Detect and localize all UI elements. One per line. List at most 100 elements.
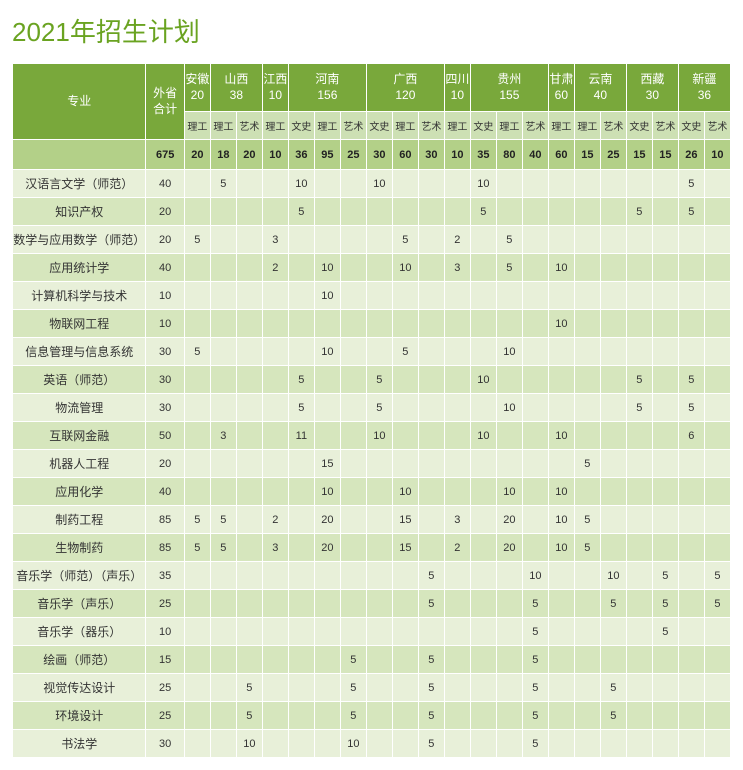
cell-row-total: 40: [146, 254, 184, 282]
cell-value: 3: [262, 534, 288, 562]
cell-value: [574, 226, 600, 254]
cell-value: [548, 282, 574, 310]
cell-value: [444, 366, 470, 394]
cell-value: [652, 394, 678, 422]
cell-value: [496, 646, 522, 674]
cell-value: [626, 282, 652, 310]
cell-value: 5: [288, 366, 314, 394]
cell-major: 互联网金融: [13, 422, 146, 450]
cell-total: 25: [600, 140, 626, 170]
cell-value: [600, 478, 626, 506]
cell-value: [288, 338, 314, 366]
cell-total: 95: [314, 140, 340, 170]
cell-value: [418, 534, 444, 562]
cell-value: [496, 450, 522, 478]
cell-total: 60: [548, 140, 574, 170]
cell-value: 5: [392, 338, 418, 366]
cell-value: [184, 394, 210, 422]
cell-value: 15: [392, 506, 418, 534]
cell-value: [340, 394, 366, 422]
cell-value: [626, 254, 652, 282]
cell-value: [366, 618, 392, 646]
cell-value: [522, 338, 548, 366]
cell-value: [522, 422, 548, 450]
cell-value: [288, 646, 314, 674]
cell-value: [470, 282, 496, 310]
cell-value: [262, 562, 288, 590]
cell-value: [548, 338, 574, 366]
cell-value: [652, 422, 678, 450]
cell-value: [262, 198, 288, 226]
cell-value: [626, 562, 652, 590]
col-sub: 艺术: [522, 112, 548, 140]
cell-value: [678, 590, 704, 618]
cell-value: [288, 590, 314, 618]
cell-value: [418, 422, 444, 450]
cell-value: [678, 282, 704, 310]
cell-value: 2: [262, 506, 288, 534]
cell-total: 30: [418, 140, 444, 170]
cell-value: [418, 394, 444, 422]
cell-value: [210, 310, 236, 338]
cell-value: [548, 646, 574, 674]
cell-value: 5: [210, 170, 236, 198]
col-province: 广西120: [366, 64, 444, 112]
cell-value: [314, 394, 340, 422]
cell-value: [678, 310, 704, 338]
page-title: 2021年招生计划: [12, 12, 731, 49]
cell-value: [548, 590, 574, 618]
col-sub: 艺术: [418, 112, 444, 140]
cell-value: [392, 702, 418, 730]
cell-value: [236, 478, 262, 506]
cell-value: [366, 674, 392, 702]
cell-value: 5: [288, 198, 314, 226]
cell-row-total: 20: [146, 226, 184, 254]
cell-value: [678, 226, 704, 254]
col-sub: 文史: [678, 112, 704, 140]
cell-value: [496, 674, 522, 702]
cell-value: [366, 646, 392, 674]
cell-value: [652, 702, 678, 730]
cell-major: 视觉传达设计: [13, 674, 146, 702]
cell-value: [236, 310, 262, 338]
cell-value: [366, 226, 392, 254]
col-province: 贵州155: [470, 64, 548, 112]
cell-value: 3: [444, 506, 470, 534]
cell-value: 5: [210, 534, 236, 562]
cell-value: [704, 534, 730, 562]
cell-value: [444, 590, 470, 618]
cell-value: [184, 198, 210, 226]
col-sub: 艺术: [652, 112, 678, 140]
table-row: 环境设计2555555: [13, 702, 731, 730]
cell-value: [470, 730, 496, 758]
cell-value: [236, 338, 262, 366]
cell-value: [600, 450, 626, 478]
cell-value: [184, 618, 210, 646]
cell-major: 书法学: [13, 730, 146, 758]
cell-row-total: 40: [146, 170, 184, 198]
cell-value: [652, 170, 678, 198]
cell-value: [548, 394, 574, 422]
cell-value: [626, 310, 652, 338]
cell-value: [548, 674, 574, 702]
cell-value: 5: [678, 366, 704, 394]
cell-value: [288, 674, 314, 702]
table-row: 制药工程855522015320105: [13, 506, 731, 534]
cell-value: 5: [340, 674, 366, 702]
cell-value: [418, 338, 444, 366]
cell-value: [470, 590, 496, 618]
cell-value: [600, 282, 626, 310]
cell-value: [340, 198, 366, 226]
cell-row-total: 85: [146, 506, 184, 534]
cell-value: 5: [522, 674, 548, 702]
cell-major: 知识产权: [13, 198, 146, 226]
cell-value: 20: [496, 506, 522, 534]
cell-row-total: 50: [146, 422, 184, 450]
cell-value: 5: [288, 394, 314, 422]
cell-value: [210, 730, 236, 758]
cell-value: 5: [574, 506, 600, 534]
cell-value: [288, 310, 314, 338]
cell-value: [652, 730, 678, 758]
cell-major: 生物制药: [13, 534, 146, 562]
cell-value: [548, 198, 574, 226]
